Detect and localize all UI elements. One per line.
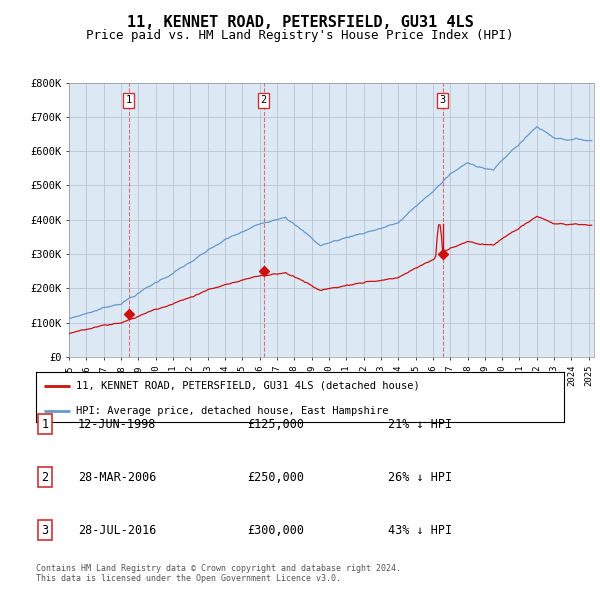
Text: 3: 3 [41, 524, 49, 537]
Text: 11, KENNET ROAD, PETERSFIELD, GU31 4LS (detached house): 11, KENNET ROAD, PETERSFIELD, GU31 4LS (… [76, 381, 419, 391]
Text: £125,000: £125,000 [248, 418, 305, 431]
Text: 2: 2 [41, 471, 49, 484]
Text: 28-MAR-2006: 28-MAR-2006 [78, 471, 156, 484]
Text: 28-JUL-2016: 28-JUL-2016 [78, 524, 156, 537]
Text: HPI: Average price, detached house, East Hampshire: HPI: Average price, detached house, East… [76, 406, 388, 416]
Text: 2: 2 [260, 96, 267, 106]
Text: 43% ↓ HPI: 43% ↓ HPI [388, 524, 452, 537]
Text: Price paid vs. HM Land Registry's House Price Index (HPI): Price paid vs. HM Land Registry's House … [86, 30, 514, 42]
Text: 3: 3 [440, 96, 446, 106]
Text: Contains HM Land Registry data © Crown copyright and database right 2024.
This d: Contains HM Land Registry data © Crown c… [36, 563, 401, 583]
Text: 1: 1 [41, 418, 49, 431]
Text: 26% ↓ HPI: 26% ↓ HPI [388, 471, 452, 484]
Text: 21% ↓ HPI: 21% ↓ HPI [388, 418, 452, 431]
Text: £300,000: £300,000 [248, 524, 305, 537]
Text: 11, KENNET ROAD, PETERSFIELD, GU31 4LS: 11, KENNET ROAD, PETERSFIELD, GU31 4LS [127, 15, 473, 30]
Text: £250,000: £250,000 [248, 471, 305, 484]
Text: 12-JUN-1998: 12-JUN-1998 [78, 418, 156, 431]
Text: 1: 1 [125, 96, 132, 106]
